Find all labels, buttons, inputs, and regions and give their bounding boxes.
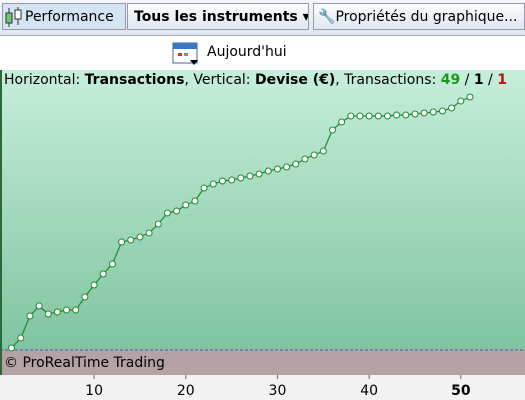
x-tick-label: 30 [269,383,287,399]
trade-point [127,236,135,244]
toolbar: Performance Tous les instruments ▾ 🔧Prop… [0,0,525,36]
trade-point [356,112,364,120]
x-tick-label: 20 [177,383,195,399]
date-row: Aujourd'hui [0,36,525,70]
x-tick-label: 10 [85,383,103,399]
trade-point [237,174,245,182]
trade-point [438,107,446,115]
x-tick-label: 50 [451,383,471,399]
trade-point [72,306,80,314]
info-text: Horizontal: [4,72,85,88]
trade-point [81,293,89,301]
trade-point [90,281,98,289]
today-label[interactable]: Aujourd'hui [207,44,287,60]
trade-point [429,108,437,116]
instruments-dropdown[interactable]: Tous les instruments ▾ [127,3,309,30]
neutral-count: 1 [473,72,484,88]
info-value: Transactions [84,72,185,88]
trade-point [264,167,272,175]
trade-point [347,112,355,120]
trade-point [338,118,346,126]
trade-point [17,334,25,342]
x-axis-area [0,375,525,400]
watermark: © ProRealTime Trading [4,355,165,371]
lower-band [0,350,525,375]
trade-point [191,197,199,205]
info-text: / [460,72,474,88]
calendar-button[interactable] [172,40,200,66]
trade-point [53,308,61,316]
equity-line [11,96,471,349]
trade-point [200,184,208,192]
properties-button[interactable]: 🔧Propriétés du graphique... [313,3,525,30]
trade-point [8,344,16,352]
trade-point [466,93,474,101]
trade-point [173,207,181,215]
trade-point [283,163,291,171]
trade-point [118,238,126,246]
trade-point [402,111,410,119]
trade-point [108,260,116,268]
trade-point [99,270,107,278]
trade-point [411,110,419,118]
trade-point [145,229,153,237]
info-text: , Transactions: [335,72,441,88]
trade-point [273,165,281,173]
trade-point [393,111,401,119]
trade-point [255,170,263,178]
x-tick-label: 40 [360,383,378,399]
trade-point [328,126,336,134]
trade-point [26,312,34,320]
candle-icon [5,6,22,27]
performance-label: Performance [25,9,114,25]
trade-point [209,180,217,188]
trade-point [44,310,52,318]
trade-point [154,220,162,228]
trade-point [246,172,254,180]
info-text: / [483,72,498,88]
performance-button[interactable]: Performance [2,3,126,30]
trade-point [365,112,373,120]
trade-point [310,151,318,159]
trade-point [448,104,456,112]
plot-area [0,70,525,350]
info-text: , Vertical: [184,72,255,88]
win-count: 49 [440,72,461,88]
properties-label: Propriétés du graphique... [335,9,518,25]
trade-point [374,112,382,120]
trade-point [383,112,391,120]
trade-point [292,160,300,168]
trade-point [218,177,226,185]
calendar-icon [172,42,198,65]
trade-point [136,233,144,241]
loss-count: 1 [497,72,507,88]
trade-point [228,176,236,184]
trade-point [63,306,71,314]
info-line: Horizontal: Transactions, Vertical: Devi… [4,72,507,88]
trade-point [182,201,190,209]
trade-point [35,302,43,310]
info-value: Devise (€) [254,72,336,88]
trade-point [457,97,465,105]
trade-point [163,209,171,217]
trade-point [420,109,428,117]
trade-point [301,155,309,163]
trade-point [319,147,327,155]
instruments-label: Tous les instruments [134,9,298,25]
